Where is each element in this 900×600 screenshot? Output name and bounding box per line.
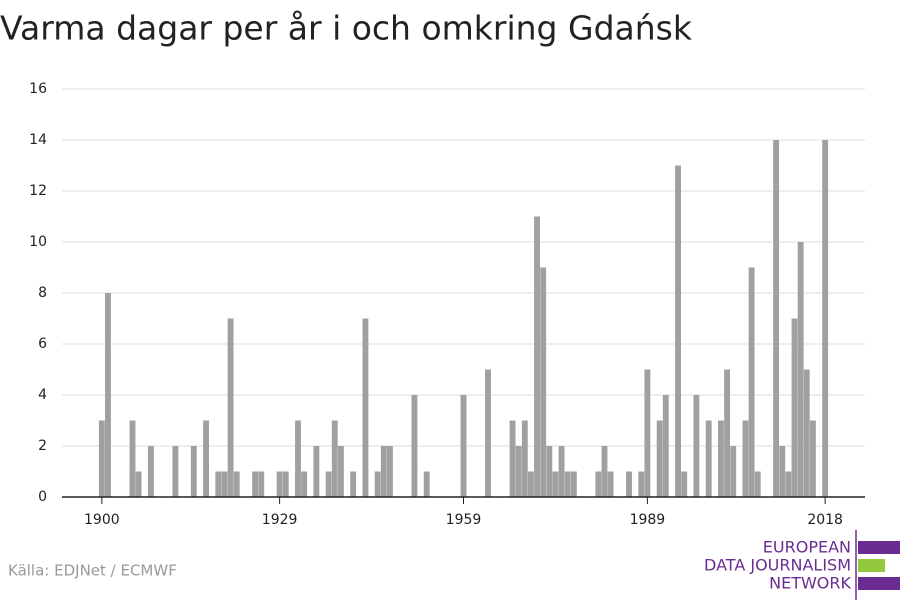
y-tick-label: 0 (38, 489, 47, 505)
bar (98, 420, 105, 497)
bar (295, 420, 301, 497)
chart-title: Varma dagar per år i och omkring Gdańsk (0, 9, 693, 48)
x-tick-label: 2018 (807, 512, 843, 528)
bar (105, 293, 111, 497)
bar (515, 446, 522, 497)
bar (742, 420, 749, 497)
bar (215, 471, 222, 497)
bar (607, 471, 614, 497)
bar (779, 446, 786, 497)
y-tick-label: 14 (29, 132, 47, 148)
bar (644, 369, 651, 497)
bar (564, 471, 571, 497)
bar (681, 471, 688, 497)
bar (221, 471, 228, 497)
bar (362, 318, 369, 497)
x-tick-label: 1900 (84, 512, 120, 528)
bar (822, 140, 829, 497)
bar (558, 446, 565, 497)
bar (809, 420, 816, 497)
y-tick-label: 16 (29, 81, 47, 97)
bar (521, 420, 528, 497)
bar (190, 446, 197, 497)
bar (724, 369, 731, 497)
logo-bar (858, 541, 900, 554)
bar (638, 471, 645, 497)
y-tick-label: 8 (38, 285, 47, 301)
bar (718, 420, 724, 497)
logo-bar (858, 577, 900, 590)
x-tick-label: 1989 (630, 512, 666, 528)
bar (534, 216, 540, 497)
bar (656, 420, 663, 497)
bar (675, 165, 681, 497)
bar (387, 446, 393, 497)
bar (785, 471, 792, 497)
bar (705, 420, 712, 497)
bar (754, 471, 761, 497)
y-tick-label: 2 (38, 438, 47, 454)
bar (252, 471, 259, 497)
bar (147, 446, 154, 497)
bar (172, 446, 179, 497)
bar (380, 446, 387, 497)
logo-text: EUROPEAN (763, 538, 851, 557)
bar (552, 471, 559, 497)
bar (129, 420, 136, 497)
bar (748, 267, 755, 497)
x-tick-label: 1929 (262, 512, 298, 528)
bar (301, 471, 308, 497)
bar (693, 395, 700, 497)
logo-bar (858, 559, 885, 572)
bar (233, 471, 240, 497)
bar (791, 318, 798, 497)
bar (276, 471, 283, 497)
bar (509, 420, 516, 497)
bar (258, 471, 265, 497)
bar (527, 471, 534, 497)
bar (282, 471, 289, 497)
bar (570, 471, 577, 497)
x-tick-label: 1959 (446, 512, 482, 528)
y-tick-label: 12 (29, 183, 47, 199)
bar (662, 395, 669, 497)
bar (601, 446, 608, 497)
bar (337, 446, 344, 497)
bar (325, 471, 332, 497)
y-tick-label: 10 (29, 234, 47, 250)
bar (135, 471, 142, 497)
bar (485, 369, 491, 497)
logo-text: DATA JOURNALISM (704, 556, 851, 575)
bar (227, 318, 234, 497)
bar (411, 395, 418, 497)
bar (460, 395, 467, 497)
y-tick-label: 6 (38, 336, 47, 352)
bar (730, 446, 737, 497)
logo-text: NETWORK (769, 574, 851, 593)
bar (540, 267, 547, 497)
bar (331, 420, 338, 497)
bar (374, 471, 381, 497)
bar (313, 446, 320, 497)
bar (595, 471, 602, 497)
source: Källa: EDJNet / ECMWF (8, 562, 177, 580)
bar (350, 471, 357, 497)
bar (626, 471, 632, 497)
bar (546, 446, 553, 497)
bar (773, 140, 780, 497)
bar (803, 369, 810, 497)
bar (203, 420, 209, 497)
bar (797, 242, 804, 497)
y-tick-label: 4 (38, 387, 47, 403)
bar (423, 471, 430, 497)
